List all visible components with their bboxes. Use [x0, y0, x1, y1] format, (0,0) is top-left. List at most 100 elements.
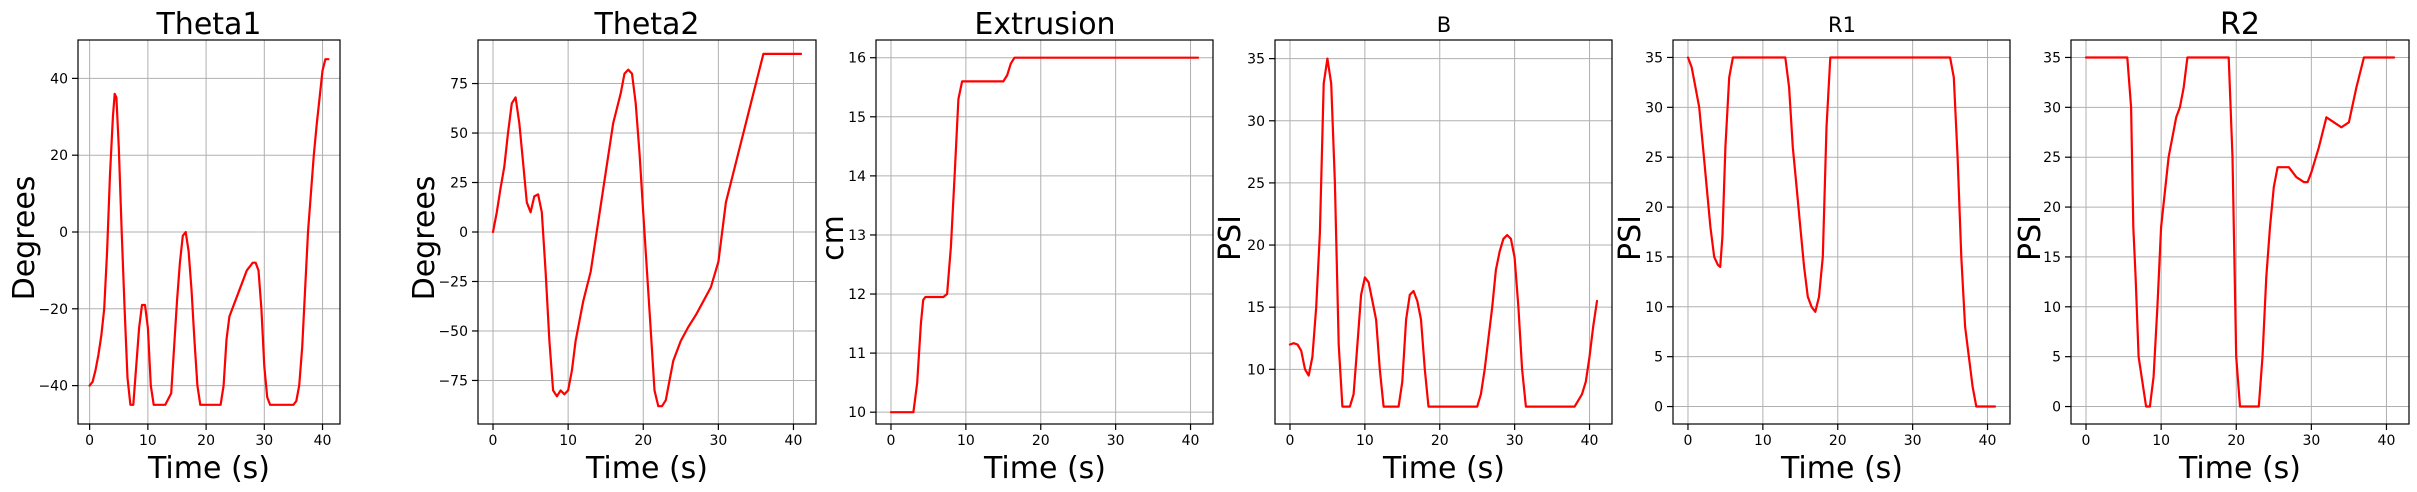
y-tick-label: 20 — [1645, 200, 1663, 216]
grid — [1673, 40, 2010, 424]
grid — [478, 40, 816, 424]
x-tick-label: 10 — [139, 433, 157, 449]
x-tick-label: 0 — [489, 433, 498, 449]
y-tick-label: 20 — [2043, 200, 2061, 216]
x-tick-label: 20 — [1829, 433, 1847, 449]
x-axis-label: Time (s) — [1780, 451, 1903, 486]
y-tick-label: −75 — [438, 373, 468, 389]
x-axis-label: Time (s) — [983, 451, 1106, 486]
y-tick-label: 30 — [1645, 100, 1663, 116]
y-tick-label: 10 — [1247, 362, 1265, 378]
y-tick-label: 35 — [2043, 50, 2061, 66]
y-axis-label: PSI — [1613, 215, 1648, 261]
x-tick-label: 30 — [1107, 433, 1125, 449]
x-tick-label: 20 — [197, 433, 215, 449]
subplot-title: R1 — [1828, 13, 1856, 37]
y-tick-label: 15 — [1247, 300, 1265, 316]
x-tick-label: 40 — [1182, 433, 1200, 449]
x-tick-label: 30 — [1904, 433, 1922, 449]
grid — [1275, 40, 1612, 424]
axes-frame — [1274, 39, 1613, 425]
x-tick-label: 20 — [1032, 433, 1050, 449]
y-tick-label: 40 — [50, 71, 68, 87]
y-tick-label: 25 — [1247, 176, 1265, 192]
y-tick-label: 25 — [1645, 150, 1663, 166]
y-tick-label: 16 — [848, 51, 866, 67]
series-line — [491, 52, 803, 408]
axes-frame — [875, 39, 1214, 425]
subplot-title: Theta1 — [155, 7, 261, 42]
y-axis-label: cm — [816, 215, 851, 261]
y-tick-label: 75 — [450, 77, 468, 93]
y-tick-label: 50 — [450, 126, 468, 142]
subplot-title: B — [1437, 13, 1451, 37]
x-tick-label: 20 — [1431, 433, 1449, 449]
y-tick-label: 35 — [1645, 50, 1663, 66]
x-axis-label: Time (s) — [2178, 451, 2301, 486]
y-tick-label: −25 — [438, 274, 468, 290]
y-tick-label: 0 — [459, 225, 468, 241]
subplot-r1: R1 PSI Time (s) 0 10 20 30 40 0 5 10 15 20 25 30 35 — [1613, 13, 2011, 486]
y-tick-label: 13 — [848, 228, 866, 244]
y-tick-label: 12 — [848, 287, 866, 303]
x-axis-label: Time (s) — [585, 451, 708, 486]
x-tick-label: 0 — [1286, 433, 1295, 449]
subplot-extrusion: Extrusion cm Time (s) 0 10 20 30 40 10 11 12 13 1… — [816, 7, 1214, 486]
x-tick-label: 10 — [1754, 433, 1772, 449]
x-tick-label: 0 — [887, 433, 896, 449]
x-tick-label: 40 — [1979, 433, 1997, 449]
x-tick-label: 10 — [1356, 433, 1374, 449]
y-tick-label: 10 — [2043, 300, 2061, 316]
subplot-theta2: Theta2 Degrees Time (s) 0 10 20 30 40 −75 −50 −… — [407, 7, 817, 486]
x-axis-label: Time (s) — [1382, 451, 1505, 486]
series-line — [889, 56, 1200, 414]
y-tick-label: 0 — [2052, 400, 2061, 416]
series-line — [2084, 56, 2396, 408]
y-tick-label: 25 — [2043, 150, 2061, 166]
y-tick-label: −20 — [38, 302, 68, 318]
y-axis-label: Degrees — [7, 176, 42, 301]
y-tick-label: 10 — [1645, 300, 1663, 316]
y-tick-label: 5 — [1654, 350, 1663, 366]
y-tick-label: 15 — [848, 110, 866, 126]
y-tick-label: 11 — [848, 346, 866, 362]
x-tick-label: 30 — [1506, 433, 1524, 449]
y-tick-label: 25 — [450, 176, 468, 192]
x-tick-label: 0 — [85, 433, 94, 449]
axes-frame — [1672, 39, 2011, 425]
x-tick-label: 0 — [2082, 433, 2091, 449]
x-tick-label: 40 — [2378, 433, 2396, 449]
grid — [876, 40, 1213, 424]
y-tick-label: 0 — [59, 225, 68, 241]
series-line — [1288, 57, 1599, 408]
y-axis-label: PSI — [1213, 215, 1248, 261]
y-axis-label: PSI — [2013, 215, 2048, 261]
axes-frame — [2070, 39, 2410, 425]
y-tick-label: −50 — [438, 324, 468, 340]
grid — [2071, 40, 2409, 424]
subplot-title: Extrusion — [974, 7, 1115, 42]
x-tick-label: 20 — [634, 433, 652, 449]
x-tick-label: 40 — [314, 433, 332, 449]
y-axis-label: Degrees — [407, 176, 442, 301]
x-tick-label: 10 — [559, 433, 577, 449]
x-tick-label: 40 — [1581, 433, 1599, 449]
x-tick-label: 0 — [1684, 433, 1693, 449]
y-tick-label: 5 — [2052, 350, 2061, 366]
x-tick-label: 30 — [2302, 433, 2320, 449]
subplot-theta1: Theta1 Degrees Time (s) 0 10 20 30 40 −40 −20 0… — [7, 7, 341, 486]
x-tick-label: 30 — [709, 433, 727, 449]
x-tick-label: 10 — [2152, 433, 2170, 449]
x-tick-label: 30 — [255, 433, 273, 449]
series-line — [1686, 56, 1997, 408]
y-tick-label: 15 — [2043, 250, 2061, 266]
y-tick-label: 35 — [1247, 52, 1265, 68]
y-tick-label: 20 — [1247, 238, 1265, 254]
grid — [78, 40, 340, 424]
y-tick-label: −40 — [38, 379, 68, 395]
y-tick-label: 0 — [1654, 400, 1663, 416]
series-line — [88, 58, 330, 406]
subplot-title: Theta2 — [593, 7, 699, 42]
y-tick-label: 15 — [1645, 250, 1663, 266]
